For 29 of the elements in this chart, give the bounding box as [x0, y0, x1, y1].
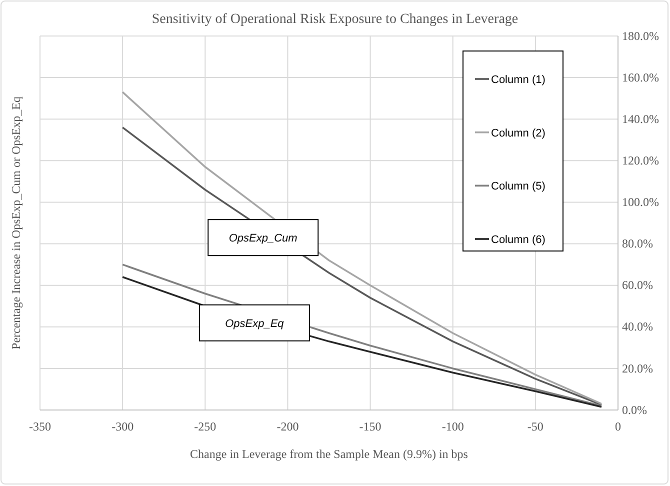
x-tick-label: 0 — [615, 420, 621, 434]
x-tick-label: -50 — [527, 420, 544, 434]
text-box: OpsExp_Cum — [208, 219, 319, 256]
y-tick-label: 120.0% — [622, 154, 659, 168]
annotation: OpsExp_Eq — [225, 318, 285, 330]
x-tick-label: -350 — [29, 420, 51, 434]
legend-label: Column (2) — [491, 127, 546, 140]
legend-label: Column (5) — [491, 180, 546, 193]
y-tick-label: 40.0% — [622, 320, 653, 334]
y-tick-label: 180.0% — [622, 28, 659, 43]
y-tick-label: 160.0% — [622, 70, 659, 84]
x-tick-label: -100 — [442, 420, 464, 434]
y-tick-label: 80.0% — [622, 236, 653, 251]
annotation: OpsExp_Cum — [228, 232, 298, 245]
legend-label: Column (1) — [491, 74, 546, 86]
x-axis-title: Change in Leverage from the Sample Mean (9.9%) in bps — [190, 447, 468, 461]
y-tick-label: 140.0% — [622, 112, 659, 126]
text-box: OpsExp_Eq — [198, 304, 310, 342]
y-tick-label: 0.0% — [622, 402, 647, 417]
y-axis-title: Percentage Increase in OpsExp_Cum or OpsExp_Eq — [9, 96, 23, 350]
y-tick-label: 60.0% — [622, 278, 653, 292]
x-tick-label: -300 — [112, 420, 134, 434]
x-tick-label: -250 — [194, 420, 216, 434]
y-tick-label: 100.0% — [622, 195, 659, 210]
chart-title: Sensitivity of Operational Risk Exposure to Changes in Leverage — [152, 12, 518, 27]
x-tick-label: -150 — [359, 420, 382, 434]
x-tick-label: -200 — [276, 420, 299, 434]
y-tick-label: 20.0% — [622, 361, 653, 376]
legend-label: Column (6) — [491, 234, 546, 246]
